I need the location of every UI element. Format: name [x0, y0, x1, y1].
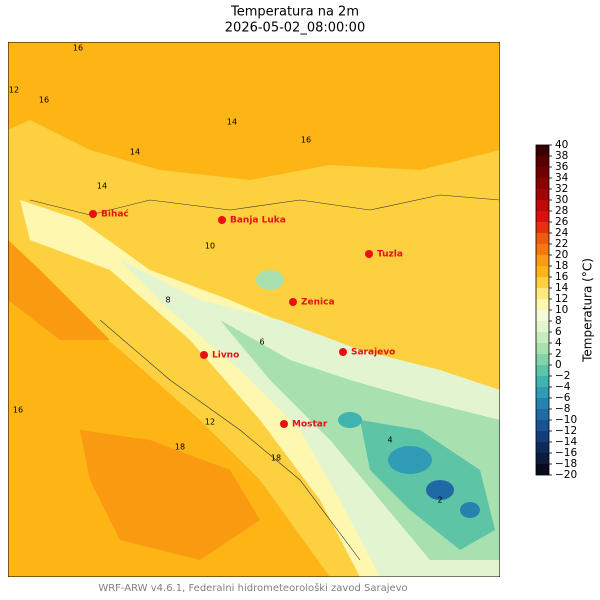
contour-label: 6 — [259, 338, 264, 347]
colorbar-tick-label: 2 — [555, 348, 562, 360]
colorbar-tick-label: −6 — [555, 392, 571, 404]
colorbar-segment — [536, 464, 549, 475]
colorbar-tick-label: 20 — [555, 249, 568, 261]
contour-label: 12 — [205, 418, 215, 427]
colorbar-segment — [536, 156, 549, 167]
city-marker — [339, 348, 347, 356]
colorbar-tick-label: 8 — [555, 315, 562, 327]
colorbar-segment — [536, 398, 549, 409]
colorbar-tick-label: 38 — [555, 150, 568, 162]
city-label: Mostar — [292, 420, 328, 430]
colorbar-segment — [536, 211, 549, 222]
contour-label: 14 — [130, 148, 140, 157]
colorbar-tick-label: 0 — [555, 359, 562, 371]
contour-label: 16 — [301, 136, 311, 145]
temperature-field — [8, 42, 500, 577]
colorbar-segment — [536, 453, 549, 464]
contour-label: 18 — [175, 443, 185, 452]
colorbar-segment — [536, 189, 549, 200]
colorbar-tick-label: 14 — [555, 282, 569, 294]
city-label: Livno — [212, 351, 239, 361]
colorbar-tick-label: 16 — [555, 271, 569, 283]
colorbar-segment — [536, 288, 549, 299]
city-marker — [365, 250, 373, 258]
colorbar-tick-label: −8 — [555, 403, 570, 415]
colorbar-segment — [536, 431, 549, 442]
city-label: Banja Luka — [230, 216, 286, 226]
contour-label: 2 — [437, 496, 442, 505]
colorbar-segment — [536, 321, 549, 332]
colorbar-tick-label: 24 — [555, 227, 569, 239]
colorbar-tick-label: −14 — [555, 436, 577, 448]
colorbar-segment — [536, 442, 549, 453]
colorbar-segment — [536, 354, 549, 365]
contour-label: 14 — [97, 182, 107, 191]
city-marker — [218, 216, 226, 224]
colorbar-segment — [536, 387, 549, 398]
colorbar-segment — [536, 420, 549, 431]
colorbar-segment — [536, 178, 549, 189]
colorbar: −20−18−16−14−12−10−8−6−4−202468101214161… — [535, 139, 577, 481]
colorbar-segment — [536, 299, 549, 310]
map: 16 16 14 14 16 12 14 10 8 6 18 18 16 12 4 2 Bihać Banja L… — [8, 42, 500, 577]
colorbar-segment — [536, 233, 549, 244]
colorbar-segment — [536, 266, 549, 277]
colorbar-segment — [536, 376, 549, 387]
colorbar-tick-label: 32 — [555, 183, 568, 195]
colorbar-segment — [536, 145, 549, 156]
colorbar-segment — [536, 310, 549, 321]
colorbar-tick-label: 30 — [555, 194, 568, 206]
colorbar-segment — [536, 167, 549, 178]
contour-label: 4 — [387, 436, 392, 445]
city-marker — [89, 210, 97, 218]
colorbar-segment — [536, 409, 549, 420]
colorbar-segment — [536, 200, 549, 211]
city-marker — [200, 351, 208, 359]
colorbar-tick-label: 10 — [555, 304, 568, 316]
colorbar-tick-label: −16 — [555, 447, 577, 459]
colorbar-tick-label: 12 — [555, 293, 568, 305]
contour-label: 10 — [205, 242, 215, 251]
city-label: Sarajevo — [351, 348, 395, 358]
city-marker — [280, 420, 288, 428]
colorbar-tick-label: 18 — [555, 260, 568, 272]
colorbar-label: Temperatura (°C) — [581, 258, 595, 363]
colorbar-tick-label: 26 — [555, 216, 569, 228]
colorbar-segment — [536, 244, 549, 255]
map-title: Temperatura na 2m — [230, 5, 359, 20]
contour-label: 18 — [271, 454, 281, 463]
colorbar-segment — [536, 365, 549, 376]
contour-label: 8 — [165, 296, 170, 305]
city-label: Bihać — [101, 209, 129, 220]
colorbar-tick-label: −2 — [555, 370, 570, 382]
colorbar-tick-label: 40 — [555, 139, 568, 151]
colorbar-tick-label: 22 — [555, 238, 568, 250]
map-subtitle: 2026-05-02_08:00:00 — [225, 21, 365, 36]
colorbar-segment — [536, 255, 549, 266]
colorbar-tick-label: −4 — [555, 381, 571, 393]
city-marker — [289, 298, 297, 306]
city-label: Tuzla — [377, 250, 403, 260]
colorbar-tick-label: 34 — [555, 172, 569, 184]
colorbar-tick-label: −20 — [555, 469, 577, 481]
city-label: Zenica — [301, 298, 335, 308]
contour-label: 14 — [227, 118, 237, 127]
footer: WRF-ARW v4.6.1, Federalni hidrometeorolo… — [98, 582, 407, 594]
contour-label: 16 — [39, 96, 49, 105]
colorbar-tick-label: −10 — [555, 414, 577, 426]
colorbar-segment — [536, 222, 549, 233]
colorbar-segment — [536, 332, 549, 343]
contour-label: 16 — [13, 406, 23, 415]
colorbar-segment — [536, 343, 549, 354]
colorbar-segment — [536, 277, 549, 288]
colorbar-tick-label: −18 — [555, 458, 577, 470]
colorbar-tick-label: 36 — [555, 161, 569, 173]
colorbar-tick-label: 4 — [555, 337, 562, 349]
colorbar-tick-label: −12 — [555, 425, 577, 437]
contour-label: 16 — [73, 44, 83, 53]
colorbar-tick-label: 28 — [555, 205, 568, 217]
contour-label: 12 — [9, 86, 19, 95]
colorbar-tick-label: 6 — [555, 326, 562, 338]
